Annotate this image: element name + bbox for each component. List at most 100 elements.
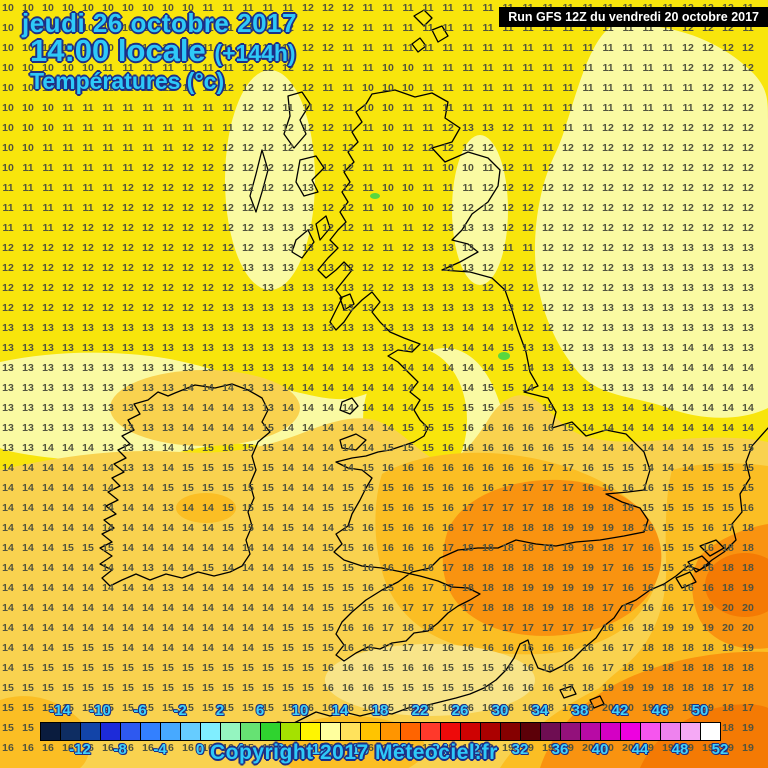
temp-value: 12 bbox=[62, 242, 74, 254]
temp-value: 11 bbox=[82, 122, 94, 134]
legend-cell bbox=[420, 722, 441, 741]
temp-value: 10 bbox=[122, 42, 134, 54]
temp-value: 18 bbox=[742, 662, 754, 674]
temp-value: 18 bbox=[662, 682, 674, 694]
temp-value: 12 bbox=[82, 222, 94, 234]
temp-value: 12 bbox=[302, 122, 314, 134]
temp-value: 11 bbox=[602, 62, 614, 74]
temp-value: 11 bbox=[282, 2, 294, 14]
temp-value: 13 bbox=[322, 322, 334, 334]
temp-value: 18 bbox=[622, 662, 634, 674]
temp-value: 14 bbox=[322, 362, 334, 374]
temp-value: 12 bbox=[142, 222, 154, 234]
temp-value: 10 bbox=[2, 2, 14, 14]
temp-value: 12 bbox=[222, 82, 234, 94]
temp-value: 12 bbox=[582, 282, 594, 294]
temp-value: 12 bbox=[162, 202, 174, 214]
temp-value: 11 bbox=[562, 82, 574, 94]
temp-value: 11 bbox=[62, 202, 74, 214]
temp-value: 17 bbox=[402, 602, 414, 614]
legend-cell bbox=[360, 722, 381, 741]
temp-value: 15 bbox=[122, 702, 134, 714]
temp-value: 12 bbox=[122, 242, 134, 254]
temp-value: 14 bbox=[62, 522, 74, 534]
temp-value: 13 bbox=[582, 362, 594, 374]
temp-value: 12 bbox=[202, 262, 214, 274]
temp-value: 11 bbox=[102, 102, 114, 114]
temp-value: 10 bbox=[382, 62, 394, 74]
temp-value: 16 bbox=[122, 742, 134, 754]
temp-value: 12 bbox=[702, 222, 714, 234]
temp-value: 16 bbox=[362, 522, 374, 534]
temp-value: 11 bbox=[222, 62, 234, 74]
temp-value: 13 bbox=[62, 402, 74, 414]
legend-cell bbox=[540, 722, 561, 741]
legend-cell bbox=[80, 722, 101, 741]
temp-value: 14 bbox=[42, 482, 54, 494]
temp-value: 14 bbox=[402, 382, 414, 394]
temp-value: 19 bbox=[662, 742, 674, 754]
temp-value: 13 bbox=[302, 262, 314, 274]
temp-value: 11 bbox=[102, 142, 114, 154]
temp-value: 16 bbox=[642, 582, 654, 594]
temp-value: 11 bbox=[362, 182, 374, 194]
temp-value: 19 bbox=[742, 582, 754, 594]
temp-value: 18 bbox=[742, 542, 754, 554]
temp-value: 12 bbox=[722, 22, 734, 34]
temp-value: 18 bbox=[682, 662, 694, 674]
temp-value: 14 bbox=[62, 502, 74, 514]
legend-cell bbox=[280, 722, 301, 741]
temp-value: 15 bbox=[262, 702, 274, 714]
temp-value: 14 bbox=[442, 382, 454, 394]
temp-value: 15 bbox=[722, 502, 734, 514]
temp-value: 12 bbox=[722, 102, 734, 114]
temp-value: 13 bbox=[22, 342, 34, 354]
temp-value: 11 bbox=[22, 222, 34, 234]
temp-value: 13 bbox=[262, 382, 274, 394]
temp-value: 11 bbox=[362, 122, 374, 134]
temp-value: 13 bbox=[62, 422, 74, 434]
temp-value: 19 bbox=[462, 742, 474, 754]
temp-value: 11 bbox=[182, 122, 194, 134]
temp-value: 17 bbox=[502, 502, 514, 514]
temp-value: 16 bbox=[502, 642, 514, 654]
temp-value: 12 bbox=[262, 182, 274, 194]
temp-value: 12 bbox=[742, 42, 754, 54]
temp-value: 17 bbox=[602, 602, 614, 614]
temp-value: 13 bbox=[322, 302, 334, 314]
temp-value: 12 bbox=[102, 282, 114, 294]
temp-value: 11 bbox=[582, 122, 594, 134]
temp-value: 11 bbox=[102, 182, 114, 194]
temp-value: 10 bbox=[382, 122, 394, 134]
temp-value: 12 bbox=[622, 182, 634, 194]
temp-value: 10 bbox=[402, 182, 414, 194]
temp-value: 12 bbox=[122, 262, 134, 274]
temp-value: 15 bbox=[42, 682, 54, 694]
temp-value: 10 bbox=[42, 42, 54, 54]
temp-value: 16 bbox=[342, 662, 354, 674]
temp-value: 18 bbox=[562, 602, 574, 614]
temp-value: 17 bbox=[462, 502, 474, 514]
temp-value: 15 bbox=[82, 642, 94, 654]
temp-value: 12 bbox=[582, 262, 594, 274]
temp-value: 10 bbox=[62, 22, 74, 34]
temp-value: 14 bbox=[162, 622, 174, 634]
temp-value: 11 bbox=[122, 162, 134, 174]
temp-value: 14 bbox=[2, 662, 14, 674]
temp-value: 13 bbox=[362, 322, 374, 334]
temp-value: 12 bbox=[402, 142, 414, 154]
temp-band-orange-se-england bbox=[442, 479, 662, 636]
temp-value: 13 bbox=[62, 362, 74, 374]
legend-tick-top: -14 bbox=[49, 702, 71, 719]
temp-value: 18 bbox=[522, 542, 534, 554]
temp-value: 13 bbox=[22, 442, 34, 454]
temp-value: 12 bbox=[202, 162, 214, 174]
island-uist bbox=[249, 149, 269, 213]
temp-value: 12 bbox=[542, 182, 554, 194]
temp-value: 14 bbox=[142, 542, 154, 554]
temp-value: 17 bbox=[542, 622, 554, 634]
temp-value: 13 bbox=[202, 342, 214, 354]
temp-value: 10 bbox=[2, 142, 14, 154]
legend-tick-bottom: 36 bbox=[551, 741, 569, 758]
temp-value: 12 bbox=[542, 202, 554, 214]
